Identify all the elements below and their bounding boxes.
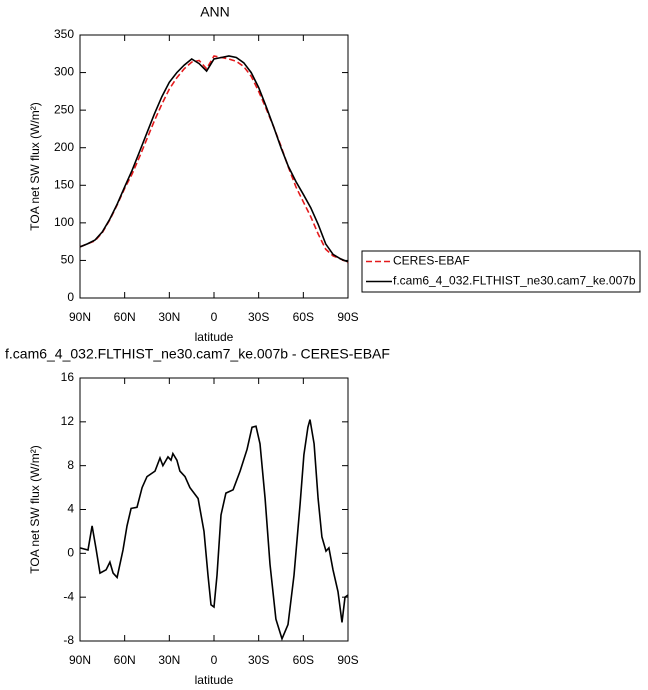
y-tick-label: 100: [54, 215, 74, 229]
data-line: [79, 55, 349, 263]
y-tick-label: 300: [54, 65, 74, 79]
y-tick-label: 16: [61, 370, 75, 384]
x-axis-label: latitude: [195, 330, 234, 344]
y-tick-label: 0: [67, 546, 74, 560]
y-tick-label: 150: [54, 177, 74, 191]
x-tick-label: 60S: [293, 653, 314, 667]
y-axis-label: TOA net SW flux (W/m²): [28, 445, 42, 573]
x-tick-label: 60N: [114, 310, 136, 324]
x-tick-label: 30S: [248, 653, 269, 667]
legend-label: CERES-EBAF: [393, 254, 470, 268]
legend-box: [361, 250, 641, 293]
x-tick-label: 30N: [158, 653, 180, 667]
y-tick-label: 8: [67, 458, 74, 472]
chart-title: f.cam6_4_032.FLTHIST_ne30.cam7_ke.007b -…: [5, 346, 390, 362]
x-tick-label: 60S: [293, 310, 314, 324]
x-tick-label: 30N: [158, 310, 180, 324]
y-tick-label: 50: [61, 253, 75, 267]
y-tick-label: 12: [61, 414, 75, 428]
x-tick-label: 90S: [337, 310, 358, 324]
x-tick-label: 90N: [69, 310, 91, 324]
x-tick-label: 0: [211, 310, 218, 324]
y-tick-label: 350: [54, 27, 74, 41]
chart-title: ANN: [200, 4, 230, 20]
data-line: [79, 55, 349, 264]
y-tick-label: -4: [63, 589, 74, 603]
y-axis-label: TOA net SW flux (W/m²): [28, 102, 42, 230]
y-tick-label: 250: [54, 102, 74, 116]
y-tick-label: 200: [54, 140, 74, 154]
x-axis-label: latitude: [195, 673, 234, 687]
plot-frame: [79, 34, 349, 299]
y-tick-label: -8: [63, 633, 74, 647]
y-tick-label: 4: [67, 502, 74, 516]
x-tick-label: 90S: [337, 653, 358, 667]
x-tick-label: 90N: [69, 653, 91, 667]
x-tick-label: 0: [211, 653, 218, 667]
x-tick-label: 60N: [114, 653, 136, 667]
data-line: [79, 419, 349, 642]
x-tick-label: 30S: [248, 310, 269, 324]
y-tick-label: 0: [67, 290, 74, 304]
legend-label: f.cam6_4_032.FLTHIST_ne30.cam7_ke.007b: [393, 274, 636, 288]
